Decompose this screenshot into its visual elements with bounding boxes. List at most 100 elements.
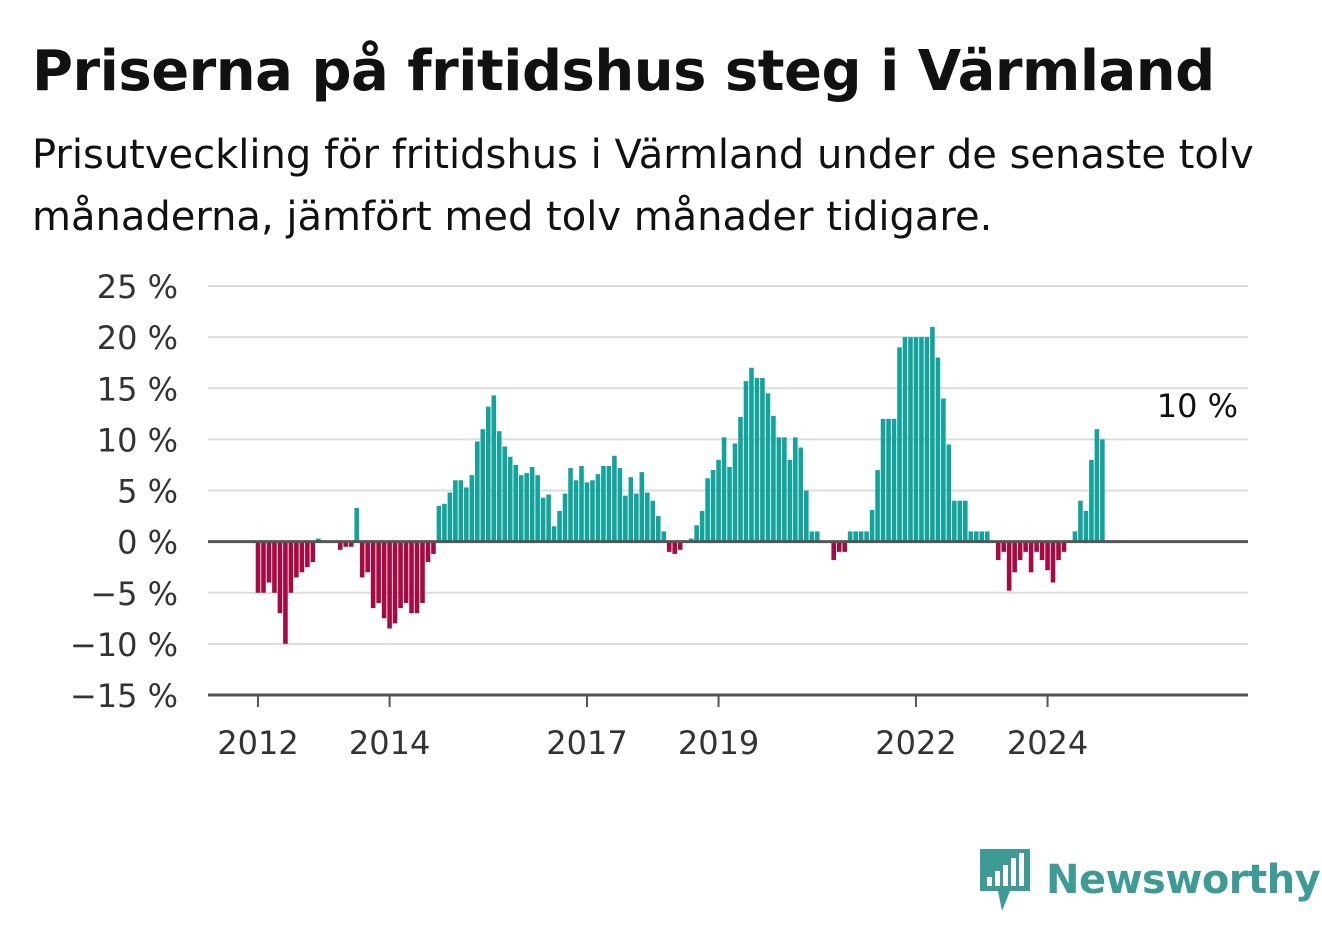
bar [348, 541, 354, 547]
bar [875, 470, 880, 542]
bar [628, 477, 634, 542]
bar [957, 500, 963, 542]
bar [535, 475, 540, 542]
bar [507, 456, 513, 542]
bar [842, 541, 847, 552]
chart-subtitle: Prisutveckling för fritidshus i Värmland… [32, 132, 1254, 240]
bar [562, 493, 568, 542]
bar [617, 468, 623, 542]
bar [442, 503, 447, 542]
bar [420, 541, 425, 603]
bar [661, 531, 667, 542]
bar [491, 395, 497, 542]
bar [886, 418, 891, 542]
bar [464, 487, 469, 542]
bar [831, 541, 837, 561]
bar [299, 541, 305, 573]
brand-name: Newsworthy [1046, 857, 1321, 903]
bar [1072, 531, 1078, 542]
bar [266, 541, 272, 583]
x-tick-label: 2017 [546, 724, 627, 762]
bar [573, 480, 579, 542]
bar [1045, 541, 1050, 571]
bar [359, 541, 365, 578]
bar [403, 541, 409, 603]
bar [272, 541, 277, 593]
bar [814, 531, 820, 542]
bar [485, 406, 491, 542]
bar [655, 516, 661, 542]
bar [984, 531, 990, 542]
bar [694, 525, 699, 542]
bar [590, 480, 595, 542]
bar [370, 541, 376, 609]
bar [579, 465, 584, 542]
bar [387, 541, 392, 629]
bar [804, 490, 809, 542]
bar [776, 437, 782, 542]
bar [798, 447, 804, 542]
bar [376, 541, 381, 603]
bar [1023, 541, 1028, 552]
bar [469, 475, 475, 542]
bar [836, 541, 842, 552]
bar [941, 398, 946, 542]
bar [973, 531, 979, 542]
newsworthy-logo-icon [980, 849, 1030, 911]
bar [436, 505, 442, 542]
bar [584, 482, 590, 542]
bar [414, 541, 420, 614]
bar [935, 357, 941, 542]
bar [294, 541, 299, 578]
bar [727, 466, 732, 542]
bar [606, 465, 612, 542]
bar [677, 541, 683, 550]
bar [793, 437, 798, 542]
bar [595, 474, 601, 542]
bar [919, 337, 924, 542]
bar [1089, 459, 1094, 542]
chart-title: Priserna på fritidshus steg i Värmland [32, 39, 1215, 104]
bar [732, 443, 738, 542]
bar [634, 493, 639, 542]
bar [891, 418, 897, 542]
bar [513, 464, 518, 542]
y-tick-label: −15 % [70, 677, 178, 715]
bar-chart: 25 % 20 % 15 % 10 % 5 % 0 % −5 % −10 % −15 % 2012… [70, 268, 1248, 762]
bar [743, 381, 749, 542]
bar [672, 541, 678, 554]
bar [1083, 510, 1089, 542]
bar [787, 459, 793, 542]
bar [858, 531, 864, 542]
x-tick-label: 2012 [217, 724, 298, 762]
bar [963, 500, 968, 542]
bar [612, 455, 617, 542]
bar [995, 541, 1001, 561]
y-tick-label: 10 % [97, 421, 178, 459]
bar [738, 416, 743, 542]
bar [458, 480, 464, 542]
x-tick-label: 2022 [875, 724, 956, 762]
bar [453, 480, 458, 542]
bar [524, 473, 529, 542]
bar [1056, 541, 1061, 561]
bar [749, 367, 754, 542]
bar [869, 509, 875, 542]
bar [343, 541, 349, 547]
y-tick-label: 20 % [97, 319, 178, 357]
bar [381, 541, 387, 619]
bar [425, 541, 431, 563]
bar [880, 418, 886, 542]
bar [546, 494, 551, 542]
bar [705, 478, 710, 542]
bar [771, 415, 776, 542]
bar [310, 541, 316, 563]
bar [913, 337, 919, 542]
bar [551, 526, 557, 542]
bar [288, 541, 294, 593]
bar [1012, 541, 1017, 573]
bar [283, 541, 288, 644]
bar [475, 441, 480, 542]
bar [699, 510, 705, 542]
y-tick-label: −10 % [70, 626, 178, 664]
